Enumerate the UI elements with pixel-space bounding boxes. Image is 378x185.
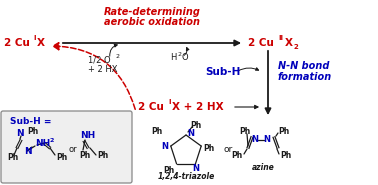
Text: NH: NH — [81, 132, 96, 140]
Text: I: I — [33, 35, 36, 41]
Text: 1,2,4-triazole: 1,2,4-triazole — [157, 171, 215, 181]
Text: 1/2 O: 1/2 O — [88, 56, 111, 65]
Text: N: N — [161, 142, 168, 151]
FancyBboxPatch shape — [1, 111, 132, 183]
Text: Ph: Ph — [278, 127, 289, 135]
Text: Ph: Ph — [203, 144, 214, 153]
Text: Ph: Ph — [7, 152, 18, 162]
Text: N: N — [16, 130, 24, 139]
Text: Ph: Ph — [79, 152, 90, 161]
Text: 2: 2 — [178, 51, 182, 56]
Text: Rate-determining: Rate-determining — [104, 7, 200, 17]
Text: N: N — [187, 130, 194, 139]
Text: Ph: Ph — [97, 152, 108, 161]
Text: Ph: Ph — [232, 152, 243, 161]
Text: O: O — [182, 53, 189, 61]
Text: Ph: Ph — [280, 152, 291, 161]
Text: N: N — [24, 147, 32, 157]
Text: N: N — [192, 164, 199, 174]
Text: 2 Cu: 2 Cu — [248, 38, 274, 48]
Text: 2 Cu: 2 Cu — [138, 102, 164, 112]
Text: N: N — [251, 135, 259, 144]
Text: Ph: Ph — [56, 152, 67, 162]
Text: 2: 2 — [116, 55, 120, 60]
Text: Ph: Ph — [152, 127, 163, 135]
Text: Ph: Ph — [27, 127, 38, 137]
Text: X: X — [285, 38, 293, 48]
Text: 2: 2 — [50, 137, 54, 142]
Text: Ph: Ph — [190, 122, 201, 130]
Text: + 2 HX: + 2 HX — [88, 65, 118, 73]
Text: I: I — [168, 99, 170, 105]
Text: N-N bond: N-N bond — [278, 61, 329, 71]
Text: II: II — [278, 35, 283, 41]
Text: Ph: Ph — [163, 166, 175, 175]
Text: 2 Cu: 2 Cu — [4, 38, 30, 48]
FancyArrowPatch shape — [53, 43, 135, 109]
Text: aerobic oxidation: aerobic oxidation — [104, 17, 200, 27]
Text: H: H — [170, 53, 177, 61]
Text: Sub-H: Sub-H — [205, 67, 240, 77]
Text: azine: azine — [252, 164, 274, 172]
Text: formation: formation — [278, 72, 332, 82]
Text: Sub-H =: Sub-H = — [10, 117, 51, 127]
Text: X: X — [37, 38, 45, 48]
Text: NH: NH — [35, 139, 50, 147]
Text: 2: 2 — [294, 44, 299, 50]
Text: Ph: Ph — [239, 127, 251, 135]
Text: or: or — [223, 145, 232, 154]
Text: or: or — [69, 145, 77, 154]
Text: X + 2 HX: X + 2 HX — [172, 102, 224, 112]
Text: N: N — [263, 135, 271, 144]
